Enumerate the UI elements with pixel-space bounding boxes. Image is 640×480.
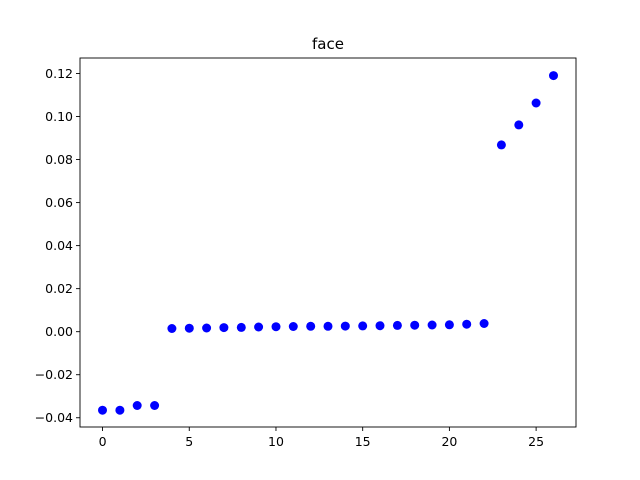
chart-title: face bbox=[312, 35, 344, 53]
y-tick-label: 0.08 bbox=[45, 152, 73, 167]
plot-frame bbox=[79, 57, 577, 428]
data-point bbox=[358, 321, 368, 331]
data-point bbox=[288, 322, 298, 331]
y-tick-label: 0.00 bbox=[45, 324, 73, 339]
data-point bbox=[462, 319, 472, 329]
data-point bbox=[531, 98, 541, 108]
data-point bbox=[98, 405, 107, 415]
x-tick-label: 15 bbox=[355, 434, 371, 449]
data-point bbox=[167, 324, 177, 333]
data-point bbox=[306, 321, 316, 331]
x-tick-label: 20 bbox=[441, 434, 457, 449]
y-tick-label: 0.04 bbox=[45, 238, 73, 253]
y-axis: −0.04 −0.02 0.00 0.02 0.04 0.06 0.08 0.10 0.12 bbox=[35, 66, 80, 425]
data-point bbox=[410, 320, 420, 330]
data-point bbox=[132, 401, 142, 410]
data-point bbox=[549, 71, 558, 81]
x-tick-label: 10 bbox=[268, 434, 284, 449]
data-point bbox=[184, 323, 194, 333]
data-point bbox=[427, 320, 437, 330]
data-point bbox=[236, 322, 246, 332]
x-axis: 0 5 10 15 20 25 bbox=[99, 427, 544, 449]
data-point bbox=[271, 322, 281, 332]
y-tick-label: 0.12 bbox=[45, 66, 73, 81]
x-tick-label: 0 bbox=[99, 434, 107, 449]
y-tick-label: 0.02 bbox=[45, 281, 73, 296]
x-tick-label: 5 bbox=[185, 434, 193, 449]
data-point bbox=[392, 320, 402, 330]
y-tick-label: −0.04 bbox=[35, 410, 73, 425]
data-point bbox=[375, 321, 385, 331]
data-point bbox=[150, 401, 160, 410]
data-point bbox=[219, 323, 229, 333]
data-point bbox=[254, 322, 264, 332]
data-point bbox=[496, 140, 506, 150]
y-tick-label: 0.06 bbox=[45, 195, 73, 210]
data-points bbox=[98, 71, 558, 415]
x-tick-label: 25 bbox=[528, 434, 544, 449]
data-point bbox=[340, 321, 350, 331]
data-point bbox=[514, 120, 524, 130]
data-point bbox=[444, 320, 454, 330]
data-point bbox=[323, 321, 333, 331]
y-tick-label: −0.02 bbox=[35, 367, 73, 382]
y-tick-label: 0.10 bbox=[45, 109, 73, 124]
data-point bbox=[115, 405, 125, 415]
data-point bbox=[202, 323, 212, 333]
data-point bbox=[479, 319, 489, 328]
